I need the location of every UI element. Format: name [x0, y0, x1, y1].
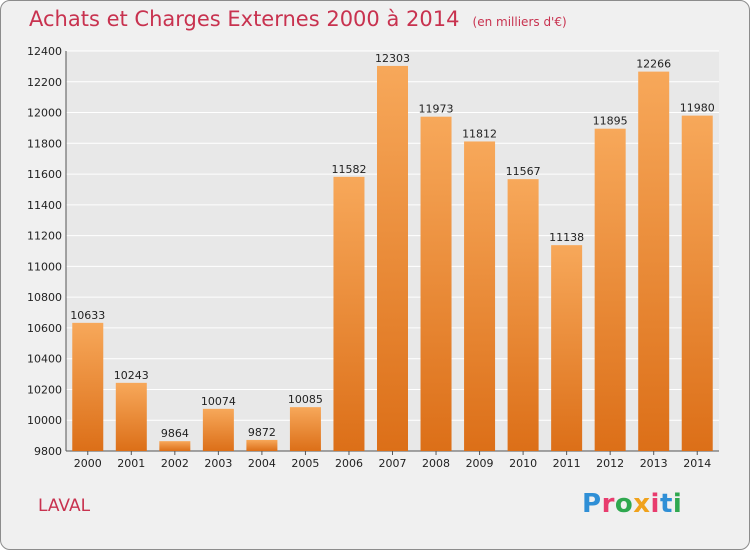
- x-tick-label: 2003: [204, 457, 232, 470]
- x-tick-label: 2004: [248, 457, 276, 470]
- y-tick-label: 11200: [27, 230, 62, 243]
- bar: [72, 322, 104, 451]
- brand-letter: P: [582, 489, 602, 519]
- y-tick-label: 10400: [27, 353, 62, 366]
- x-tick-label: 2005: [291, 457, 319, 470]
- y-tick-label: 11600: [27, 168, 62, 181]
- x-tick-label: 2006: [335, 457, 363, 470]
- brand-letter: i: [672, 489, 683, 519]
- bar: [507, 179, 539, 451]
- bar: [289, 407, 321, 451]
- brand-letter: o: [614, 489, 634, 519]
- bar: [464, 141, 496, 451]
- chart-subtitle: (en milliers d'€): [472, 15, 567, 29]
- y-tick-label: 10200: [27, 383, 62, 396]
- data-label: 10243: [114, 369, 149, 382]
- data-label: 10074: [201, 395, 236, 408]
- y-tick-label: 12200: [27, 76, 62, 89]
- data-label: 11138: [549, 231, 584, 244]
- bar: [246, 439, 278, 451]
- bar: [594, 128, 626, 451]
- y-tick-label: 10800: [27, 291, 62, 304]
- bar: [333, 176, 365, 451]
- x-tick-label: 2013: [640, 457, 668, 470]
- data-label: 11567: [506, 165, 541, 178]
- x-tick-label: 2008: [422, 457, 450, 470]
- x-tick-label: 2007: [379, 457, 407, 470]
- data-label: 10633: [70, 309, 105, 322]
- data-label: 10085: [288, 393, 323, 406]
- proxiti-logo: Proxiti: [582, 489, 682, 519]
- y-tick-label: 11400: [27, 199, 62, 212]
- bar: [377, 65, 408, 451]
- y-tick-label: 9800: [34, 445, 62, 458]
- data-label: 9872: [248, 426, 276, 439]
- location-label: LAVAL: [38, 496, 91, 516]
- brand-letter: r: [601, 489, 615, 519]
- bar: [638, 71, 670, 451]
- brand-letter: i: [650, 489, 660, 519]
- data-label: 11980: [680, 102, 715, 115]
- bar: [681, 115, 713, 451]
- chart-title: Achats et Charges Externes 2000 à 2014: [29, 7, 460, 31]
- y-tick-label: 10000: [27, 414, 62, 427]
- x-tick-label: 2009: [466, 457, 494, 470]
- data-label: 11582: [331, 163, 366, 176]
- data-label: 9864: [161, 427, 189, 440]
- data-label: 11895: [593, 115, 628, 128]
- y-tick-label: 12400: [27, 45, 62, 58]
- bar: [420, 116, 452, 451]
- y-tick-label: 11000: [27, 260, 62, 273]
- data-label: 11973: [419, 103, 454, 116]
- x-tick-label: 2014: [683, 457, 711, 470]
- data-label: 11812: [462, 127, 497, 140]
- y-tick-label: 12000: [27, 107, 62, 120]
- bar: [159, 441, 191, 451]
- bar: [202, 408, 234, 451]
- x-tick-label: 2012: [596, 457, 624, 470]
- data-label: 12266: [636, 58, 671, 71]
- x-tick-label: 2011: [553, 457, 581, 470]
- brand-letter: x: [633, 489, 651, 519]
- y-tick-label: 11800: [27, 137, 62, 150]
- x-tick-label: 2001: [117, 457, 145, 470]
- x-tick-label: 2010: [509, 457, 537, 470]
- brand-letter: t: [659, 489, 673, 519]
- bar: [551, 245, 583, 451]
- y-tick-label: 10600: [27, 322, 62, 335]
- x-tick-label: 2000: [74, 457, 102, 470]
- x-tick-label: 2002: [161, 457, 189, 470]
- bar: [115, 382, 147, 451]
- title-row: Achats et Charges Externes 2000 à 2014 (…: [29, 7, 567, 31]
- data-label: 12303: [375, 52, 410, 65]
